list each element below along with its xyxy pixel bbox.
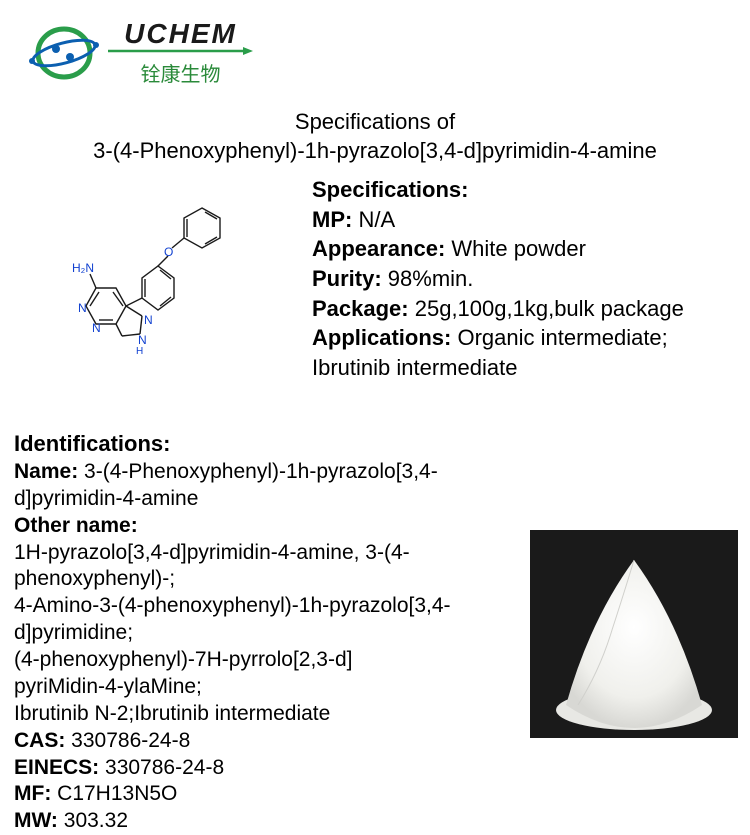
- specs-heading: Specifications:: [312, 177, 468, 202]
- chemical-structure: O H₂N N N N N H: [52, 200, 252, 365]
- appearance-label: Appearance:: [312, 236, 445, 261]
- title-line2: 3-(4-Phenoxyphenyl)-1h-pyrazolo[3,4-d]py…: [0, 137, 750, 166]
- package-label: Package:: [312, 296, 409, 321]
- product-photo: [530, 530, 738, 738]
- mp-value: N/A: [352, 207, 395, 232]
- appearance-value: White powder: [445, 236, 586, 261]
- cas-value: 330786-24-8: [65, 729, 190, 752]
- brand-subtitle: 铨康生物: [141, 58, 221, 87]
- powder-image: [530, 530, 738, 738]
- other-name-3: (4-phenoxyphenyl)-7H-pyrrolo[2,3-d]: [14, 647, 534, 674]
- svg-text:O: O: [164, 245, 173, 259]
- svg-text:N: N: [138, 333, 147, 347]
- identifications-block: Identifications: Name: 3-(4-Phenoxypheny…: [14, 430, 534, 835]
- mp-label: MP:: [312, 207, 352, 232]
- applications-label: Applications:: [312, 325, 451, 350]
- name-value: 3-(4-Phenoxyphenyl)-1h-pyrazolo[3,4-d]py…: [14, 460, 438, 510]
- mf-value: C17H13N5O: [51, 782, 177, 805]
- applications-value: Organic intermediate;: [451, 325, 667, 350]
- purity-label: Purity:: [312, 266, 382, 291]
- ident-heading: Identifications:: [14, 431, 170, 456]
- other-name-label: Other name:: [14, 514, 138, 537]
- other-name-1: 1H-pyrazolo[3,4-d]pyrimidin-4-amine, 3-(…: [14, 540, 534, 594]
- svg-text:H: H: [136, 346, 143, 357]
- svg-text:N: N: [92, 321, 101, 335]
- svg-text:N: N: [78, 301, 87, 315]
- name-label: Name:: [14, 460, 78, 483]
- other-name-4: pyriMidin-4-ylaMine;: [14, 674, 534, 701]
- other-name-5: Ibrutinib N-2;Ibrutinib intermediate: [14, 701, 534, 728]
- mw-value: 303.32: [58, 809, 128, 832]
- einecs-label: EINECS:: [14, 756, 99, 779]
- mf-label: MF:: [14, 782, 51, 805]
- specifications-block: Specifications: MP: N/A Appearance: Whit…: [312, 175, 742, 383]
- logo-arrow-icon: [108, 46, 253, 56]
- title-line1: Specifications of: [0, 108, 750, 137]
- cas-label: CAS:: [14, 729, 65, 752]
- mw-label: MW:: [14, 809, 58, 832]
- company-logo: UCHEM 铨康生物: [28, 18, 253, 87]
- page-title: Specifications of 3-(4-Phenoxyphenyl)-1h…: [0, 108, 750, 165]
- purity-value: 98%min.: [382, 266, 474, 291]
- svg-text:N: N: [144, 313, 153, 327]
- svg-text:H₂N: H₂N: [72, 261, 94, 275]
- einecs-value: 330786-24-8: [99, 756, 224, 779]
- logo-icon: [28, 23, 100, 83]
- package-value: 25g,100g,1kg,bulk package: [409, 296, 684, 321]
- applications-line2: Ibrutinib intermediate: [312, 355, 517, 380]
- other-name-2: 4-Amino-3-(4-phenoxyphenyl)-1h-pyrazolo[…: [14, 593, 534, 647]
